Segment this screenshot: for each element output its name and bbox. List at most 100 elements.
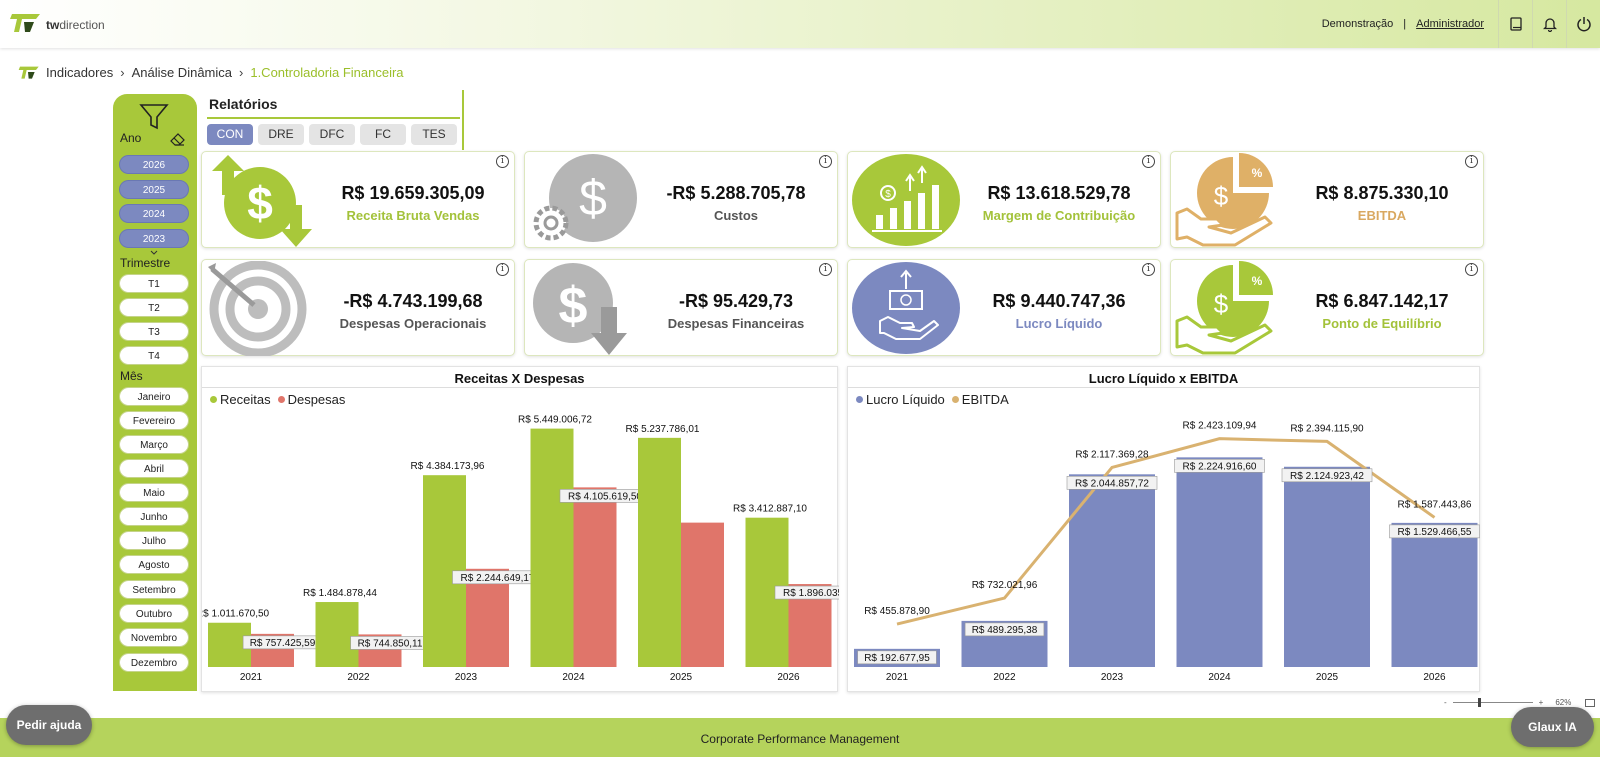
svg-text:$: $ — [1214, 289, 1229, 319]
kpi-label: Despesas Operacionais — [339, 316, 487, 331]
year-2026-button[interactable]: 2026 — [119, 155, 189, 174]
month-setembro-button[interactable]: Setembro — [119, 580, 189, 599]
year-2024-button[interactable]: 2024 — [119, 204, 189, 223]
svg-text:$: $ — [1214, 181, 1229, 211]
kpi-ebitda[interactable]: $ % R$ 8.875.330,10 EBITDA i — [1170, 151, 1484, 248]
info-icon[interactable]: i — [1465, 155, 1478, 168]
kpi-despesas-financeiras[interactable]: $ -R$ 95.429,73 Despesas Financeiras i — [524, 259, 838, 356]
zoom-slider[interactable] — [1452, 698, 1533, 707]
month-marco-button[interactable]: Março — [119, 435, 189, 454]
quarter-t2-button[interactable]: T2 — [119, 298, 189, 317]
data-label-ebitda-2026: R$ 1.587.443,86 — [1398, 499, 1472, 510]
data-label-despesas-2024: R$ 4.105.619,50 — [568, 491, 642, 502]
kpi-lucro-liquido[interactable]: R$ 9.440.747,36 Lucro Líquido i — [847, 259, 1161, 356]
filter-icon[interactable] — [139, 103, 169, 131]
quarter-t1-button[interactable]: T1 — [119, 274, 189, 293]
month-fevereiro-button[interactable]: Fevereiro — [119, 411, 189, 430]
info-icon[interactable]: i — [1142, 155, 1155, 168]
breadcrumb: Indicadores › Análise Dinâmica › 1.Contr… — [18, 62, 404, 82]
legend-item-despesas[interactable]: Despesas — [277, 392, 345, 407]
data-label-ebitda-2022: R$ 732.021,96 — [972, 580, 1038, 591]
eraser-icon[interactable] — [170, 133, 185, 146]
tab-fc[interactable]: FC — [360, 124, 406, 145]
bar-despesas-2023 — [466, 568, 509, 667]
chevron-down-icon[interactable] — [150, 250, 158, 255]
tab-con[interactable]: CON — [207, 124, 253, 145]
data-label-ebitda-2023: R$ 2.117.369,28 — [1075, 449, 1149, 460]
zoom-in-button[interactable]: + — [1538, 698, 1544, 707]
data-label-lucro-2021: R$ 192.677,95 — [864, 653, 930, 664]
x-tick-2025: 2025 — [670, 672, 693, 683]
month-abril-button[interactable]: Abril — [119, 459, 189, 478]
data-label-receitas-2021: R$ 1.011.670,50 — [202, 609, 270, 620]
info-icon[interactable]: i — [496, 155, 509, 168]
month-outubro-button[interactable]: Outubro — [119, 604, 189, 623]
tab-dre[interactable]: DRE — [258, 124, 304, 145]
quarter-t4-button[interactable]: T4 — [119, 346, 189, 365]
mes-label: Mês — [120, 369, 143, 383]
breadcrumb-item-indicadores[interactable]: Indicadores — [46, 64, 114, 80]
tab-dfc[interactable]: DFC — [309, 124, 355, 145]
month-dezembro-button[interactable]: Dezembro — [119, 653, 189, 672]
kpi-label: Ponto de Equilíbrio — [1322, 316, 1442, 331]
bar-lucro-2026 — [1391, 522, 1478, 667]
chart-title: Receitas X Despesas — [454, 371, 585, 386]
x-tick-2021: 2021 — [886, 672, 909, 683]
glaux-ai-button[interactable]: Glaux IA — [1511, 707, 1594, 747]
book-icon[interactable] — [1498, 0, 1532, 48]
year-2023-button[interactable]: 2023 — [119, 229, 189, 248]
logo[interactable]: twdirection — [10, 10, 105, 34]
bar-line-chart: R$ 455.878,90 R$ 192.677,95 2021 R$ 732.021… — [854, 421, 1480, 683]
info-icon[interactable]: i — [1142, 263, 1155, 276]
data-label-lucro-2024: R$ 2.224.916,60 — [1183, 461, 1257, 472]
x-tick-2025: 2025 — [1316, 672, 1339, 683]
info-icon[interactable]: i — [819, 263, 832, 276]
chart-legend: Lucro Líquido EBITDA — [856, 392, 1016, 407]
kpi-label: Lucro Líquido — [1015, 316, 1103, 331]
bell-icon[interactable] — [1532, 0, 1566, 48]
data-label-lucro-2023: R$ 2.044.857,72 — [1075, 478, 1149, 489]
legend-item-lucro[interactable]: Lucro Líquido — [856, 392, 945, 407]
month-julho-button[interactable]: Julho — [119, 531, 189, 550]
kpi-margem-contribuicao[interactable]: $ R$ 13.618.529,78 Margem de Contribuiçã… — [847, 151, 1161, 248]
reports-divider — [207, 117, 460, 119]
filter-panel: Ano 2026 2025 2024 2023 Trimestre T1 T2 … — [113, 94, 197, 691]
info-icon[interactable]: i — [819, 155, 832, 168]
user-link[interactable]: Administrador — [1416, 18, 1484, 30]
data-label-receitas-2024: R$ 5.449.006,72 — [518, 415, 592, 426]
data-label-lucro-2022: R$ 489.295,38 — [972, 625, 1038, 636]
info-icon[interactable]: i — [496, 263, 509, 276]
kpi-custos[interactable]: $ -R$ 5.288.705,78 Custos i — [524, 151, 838, 248]
kpi-label: Custos — [713, 208, 759, 223]
breadcrumb-item-analise[interactable]: Análise Dinâmica — [131, 64, 232, 80]
fit-page-icon[interactable] — [1585, 698, 1596, 707]
month-novembro-button[interactable]: Novembro — [119, 628, 189, 647]
dollar-down-icon: $ — [533, 263, 627, 355]
month-agosto-button[interactable]: Agosto — [119, 555, 189, 574]
kpi-despesas-operacionais[interactable]: -R$ 4.743.199,68 Despesas Operacionais i — [201, 259, 515, 356]
zoom-out-button[interactable]: - — [1444, 698, 1447, 707]
mode-label: Demonstração — [1321, 18, 1394, 30]
kpi-ponto-equilibrio[interactable]: $ % R$ 6.847.142,17 Ponto de Equilíbrio … — [1170, 259, 1484, 356]
month-janeiro-button[interactable]: Janeiro — [119, 387, 189, 406]
hand-pie-icon: $ % — [1175, 261, 1273, 355]
logo-text: twdirection — [46, 18, 105, 32]
quarter-t3-button[interactable]: T3 — [119, 322, 189, 341]
legend-item-ebitda[interactable]: EBITDA — [951, 392, 1009, 407]
kpi-receita-bruta[interactable]: $ R$ 19.659.305,09 Receita Bruta Vendas … — [201, 151, 515, 248]
svg-text:$: $ — [579, 170, 607, 226]
year-2025-button[interactable]: 2025 — [119, 180, 189, 199]
tab-tes[interactable]: TES — [411, 124, 457, 145]
chart-receitas-despesas: Receitas X Despesas Receitas Despesas R$… — [201, 366, 839, 692]
month-maio-button[interactable]: Maio — [119, 483, 189, 502]
dollar-arrows-icon: $ — [212, 155, 312, 247]
help-button[interactable]: Pedir ajuda — [6, 705, 92, 745]
x-tick-2024: 2024 — [562, 672, 585, 683]
power-icon[interactable] — [1566, 0, 1600, 48]
bar-lucro-2023 — [1069, 474, 1155, 667]
legend-item-receitas[interactable]: Receitas — [210, 392, 271, 407]
zoom-level: 62% — [1555, 698, 1572, 707]
month-junho-button[interactable]: Junho — [119, 507, 189, 526]
logo-icon — [10, 14, 40, 32]
info-icon[interactable]: i — [1465, 263, 1478, 276]
